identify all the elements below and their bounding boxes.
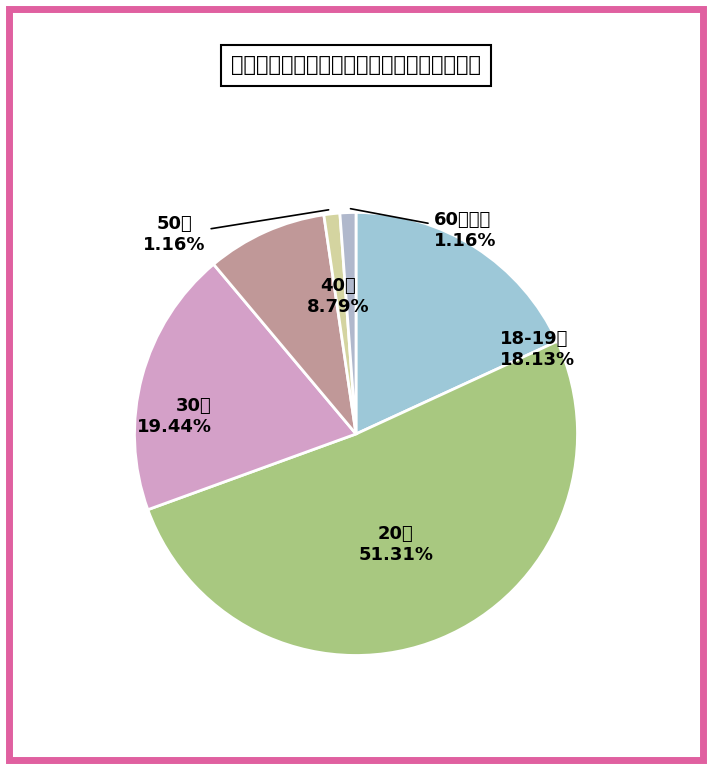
Text: 40代
8.79%: 40代 8.79%: [307, 278, 370, 316]
Wedge shape: [214, 215, 356, 434]
Wedge shape: [356, 212, 557, 434]
Wedge shape: [340, 212, 356, 434]
Text: 20代
51.31%: 20代 51.31%: [358, 525, 434, 564]
Text: 18-19歳
18.13%: 18-19歳 18.13%: [500, 331, 575, 369]
Wedge shape: [135, 265, 356, 510]
Text: 60代以上
1.16%: 60代以上 1.16%: [350, 208, 496, 250]
Wedge shape: [148, 341, 577, 655]
Text: 島根県のワクワクメール：女性会員の年齢層: 島根県のワクワクメール：女性会員の年齢層: [231, 55, 481, 75]
Wedge shape: [324, 213, 356, 434]
Text: 30代
19.44%: 30代 19.44%: [137, 397, 212, 436]
Text: 50代
1.16%: 50代 1.16%: [143, 210, 329, 254]
